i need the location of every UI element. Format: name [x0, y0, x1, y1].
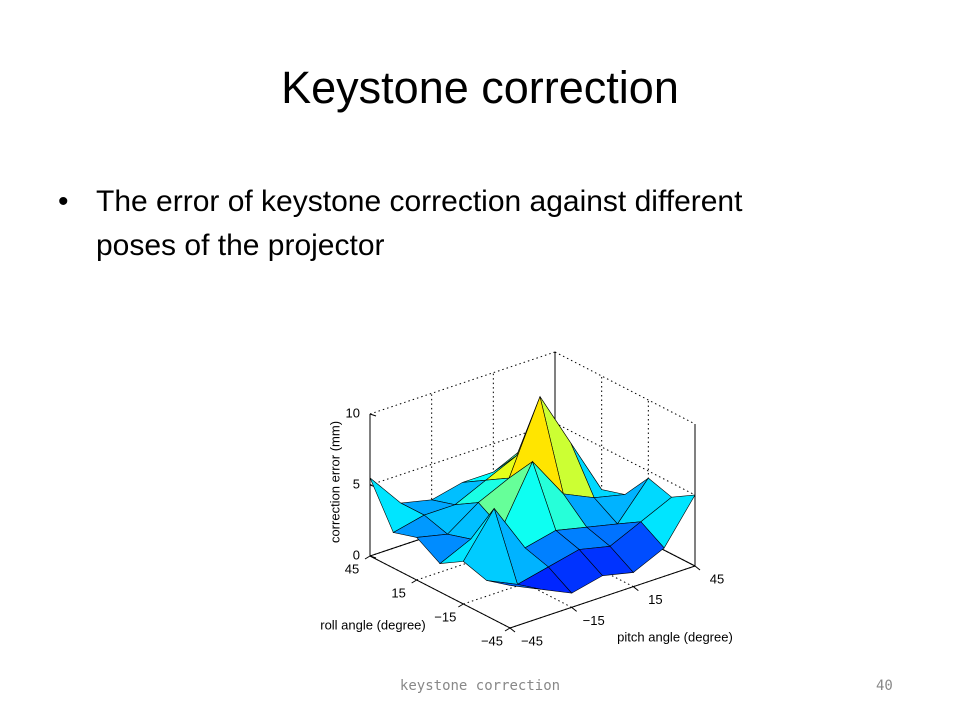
tick-mark — [504, 627, 511, 632]
y-tick-label: 15 — [391, 585, 405, 600]
y-tick-label: −45 — [481, 633, 503, 648]
grid-line — [554, 351, 696, 425]
tick-mark — [411, 579, 417, 584]
tick-mark — [571, 606, 577, 612]
x-tick-label: −15 — [583, 613, 605, 628]
y-axis-label: roll angle (degree) — [320, 617, 426, 632]
grid-line — [509, 565, 696, 629]
tick-mark — [509, 627, 516, 633]
x-axis-label: pitch angle (degree) — [617, 629, 733, 644]
x-tick-label: 45 — [710, 571, 724, 586]
y-tick-label: 45 — [345, 561, 359, 576]
z-tick-label: 10 — [346, 405, 360, 420]
tick-mark — [369, 413, 377, 417]
footer-text: keystone correction — [399, 678, 561, 694]
z-tick-label: 5 — [353, 476, 360, 491]
surface-face — [486, 580, 541, 590]
grid-line — [554, 422, 696, 496]
tick-mark — [364, 555, 371, 560]
tick-mark — [458, 603, 464, 608]
tick-mark — [633, 586, 639, 592]
bullet-item: • The error of keystone correction agains… — [58, 180, 818, 268]
z-axis-label: correction error (mm) — [327, 421, 342, 543]
z-tick-label: 0 — [353, 547, 360, 562]
grid-line — [369, 422, 556, 486]
grid-line — [369, 555, 511, 629]
bullet-dot: • — [58, 185, 69, 218]
slide-title: Keystone correction — [281, 62, 679, 113]
x-tick-label: 15 — [648, 592, 662, 607]
tick-mark — [694, 565, 701, 571]
x-tick-label: −45 — [521, 633, 543, 648]
y-tick-label: −15 — [434, 609, 456, 624]
bullet-text: The error of keystone correction against… — [96, 185, 743, 262]
page-number: 40 — [876, 678, 893, 694]
grid-line — [369, 351, 556, 415]
grid-line — [554, 493, 696, 567]
